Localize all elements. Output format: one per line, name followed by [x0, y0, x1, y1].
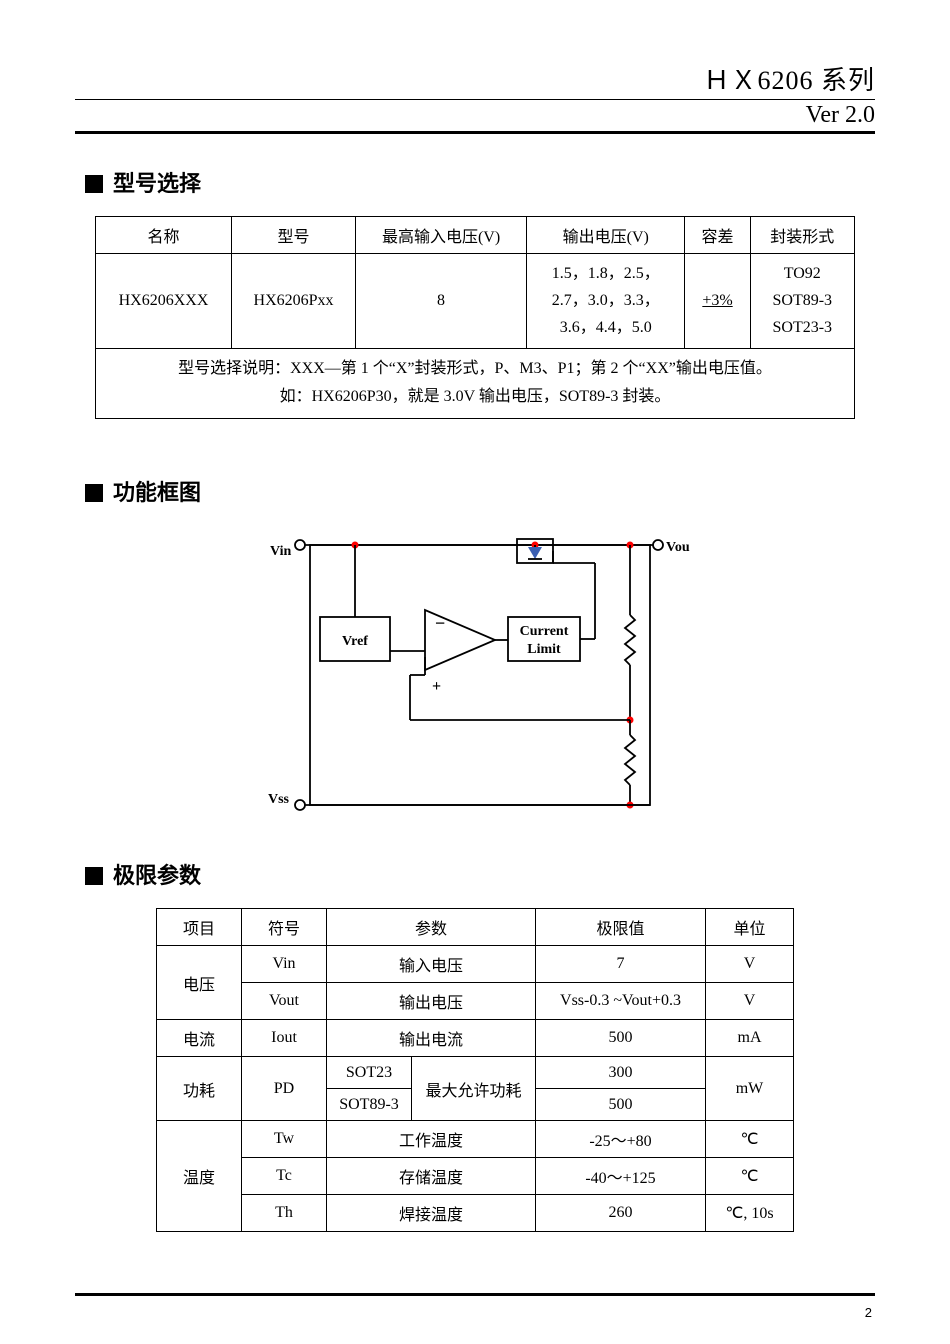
table-row: 温度 Tw 工作温度 -25～+80 ℃: [157, 1121, 794, 1158]
label-vin: Vin: [270, 544, 291, 559]
label-plus: +: [432, 678, 441, 695]
th-vout: 输出电压(V): [527, 217, 685, 254]
section-title-limits: 极限参数: [85, 858, 875, 890]
th-limit: 极限值: [536, 909, 706, 946]
page-number: 2: [865, 1305, 872, 1320]
cell-vin: 8: [356, 254, 527, 349]
th-item: 项目: [157, 909, 242, 946]
th-unit: 单位: [706, 909, 794, 946]
cell-pkg: TO92 SOT89-3 SOT23-3: [750, 254, 854, 349]
page-header: ＨＸ6206 系列 Ver 2.0: [75, 60, 875, 129]
table-note-row: 型号选择说明：XXX—第 1 个“X”封装形式，P、M3、P1；第 2 个“XX…: [96, 348, 855, 419]
label-vss: Vss: [268, 792, 290, 807]
th-pkg: 封装形式: [750, 217, 854, 254]
th-sym: 符号: [242, 909, 327, 946]
cell-vout: 1.5，1.8，2.5， 2.7，3.0，3.3， 3.6，4.4，5.0: [527, 254, 685, 349]
th-model: 型号: [232, 217, 356, 254]
cell-model: HX6206Pxx: [232, 254, 356, 349]
table-row: 电压 Vin 输入电压 7 V: [157, 946, 794, 983]
label-vout: Vou: [666, 540, 690, 555]
label-vref: Vref: [342, 634, 368, 649]
label-climit-2: Limit: [527, 642, 561, 657]
cell-name: HX6206XXX: [96, 254, 232, 349]
section-title-block-diagram: 功能框图: [85, 475, 875, 507]
model-selection-table: 名称 型号 最高输入电压(V) 输出电压(V) 容差 封装形式 HX6206XX…: [95, 216, 855, 419]
note-cell: 型号选择说明：XXX—第 1 个“X”封装形式，P、M3、P1；第 2 个“XX…: [96, 348, 855, 419]
th-vin: 最高输入电压(V): [356, 217, 527, 254]
table-header-row: 项目 符号 参数 极限值 单位: [157, 909, 794, 946]
label-minus: −: [435, 613, 445, 633]
table-row: Tc 存储温度 -40～+125 ℃: [157, 1158, 794, 1195]
absolute-max-table: 项目 符号 参数 极限值 单位 电压 Vin 输入电压 7 V Vout 输出电…: [156, 908, 794, 1232]
table-row: HX6206XXX HX6206Pxx 8 1.5，1.8，2.5， 2.7，3…: [96, 254, 855, 349]
bullet-square-icon: [85, 867, 103, 885]
functional-block-diagram: Vin Vou Vref − + Current Limit: [260, 525, 690, 830]
series-title: ＨＸ6206 系列: [75, 60, 875, 97]
th-param: 参数: [327, 909, 536, 946]
table-row: Th 焊接温度 260 ℃, 10s: [157, 1195, 794, 1232]
table-header-row: 名称 型号 最高输入电压(V) 输出电压(V) 容差 封装形式: [96, 217, 855, 254]
version-label: Ver 2.0: [806, 102, 875, 129]
table-row: Vout 输出电压 Vss-0.3 ~Vout+0.3 V: [157, 983, 794, 1020]
bullet-square-icon: [85, 484, 103, 502]
table-row: 功耗 PD SOT23 最大允许功耗 300 mW: [157, 1057, 794, 1089]
th-name: 名称: [96, 217, 232, 254]
table-row: 电流 Iout 输出电流 500 mA: [157, 1020, 794, 1057]
th-tol: 容差: [685, 217, 750, 254]
cell-tol: +3%: [685, 254, 750, 349]
bullet-square-icon: [85, 175, 103, 193]
footer-rule: [75, 1293, 875, 1296]
label-climit-1: Current: [520, 624, 569, 639]
section-title-model-select: 型号选择: [85, 166, 875, 198]
